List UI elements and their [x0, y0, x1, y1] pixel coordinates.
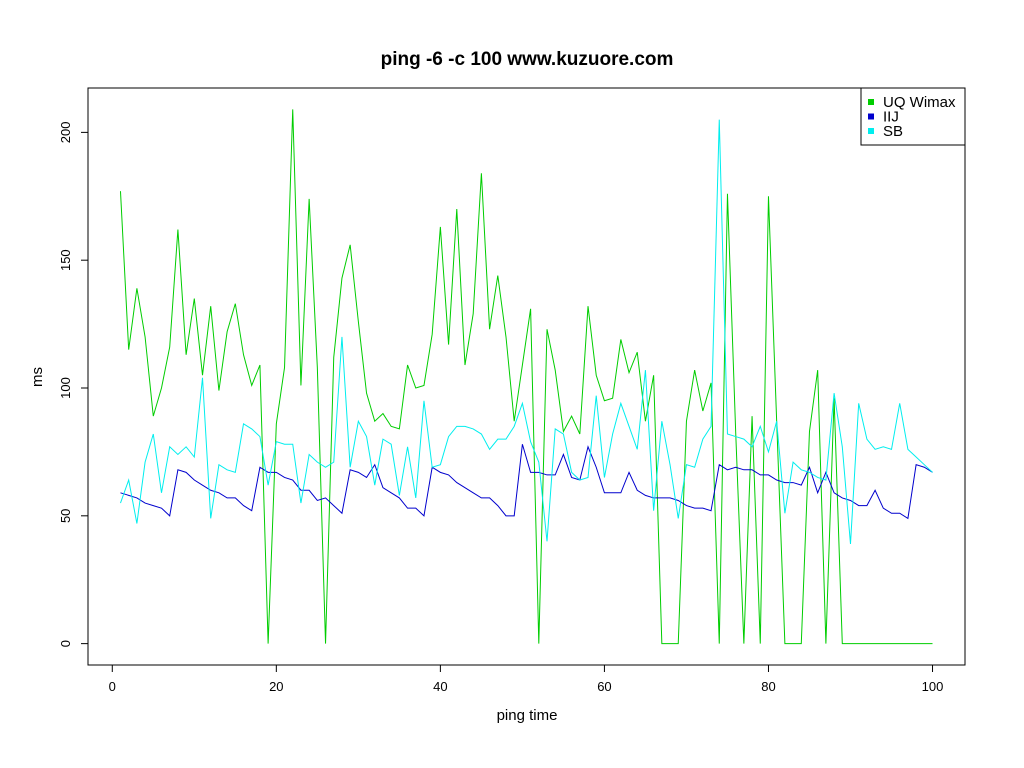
legend-label-2: SB: [883, 123, 903, 140]
plot-frame: [87, 87, 966, 666]
y-tick-label: 200: [58, 122, 73, 144]
x-axis: 0 20 40 60 80 100: [109, 664, 944, 694]
legend-swatch-0: [868, 99, 874, 105]
x-tick-label: 40: [433, 679, 447, 694]
x-tick-label: 20: [269, 679, 283, 694]
series-layer: [119, 109, 933, 645]
legend-box: [860, 87, 966, 146]
legend-label-0: UQ Wimax: [883, 94, 956, 111]
y-tick-label: 50: [58, 509, 73, 523]
y-tick-label: 100: [58, 377, 73, 399]
series-line-2: [120, 119, 933, 544]
series-line-1: [120, 444, 933, 520]
x-axis-label: ping time: [497, 707, 558, 724]
x-tick-label: 80: [761, 679, 775, 694]
legend-label-1: IIJ: [883, 109, 899, 126]
y-tick-label: 0: [58, 640, 73, 647]
x-tick-label: 100: [922, 679, 944, 694]
x-tick-label: 60: [597, 679, 611, 694]
legend-swatch-1: [868, 113, 874, 120]
series-line-0: [119, 109, 933, 645]
legend-swatch-2: [868, 128, 874, 134]
chart-title: ping -6 -c 100 www.kuzuore.com: [381, 49, 674, 70]
y-axis-label: ms: [29, 367, 46, 387]
y-axis: 0 50 100 150 200: [58, 122, 89, 647]
y-tick-label: 150: [58, 249, 73, 271]
x-tick-label: 0: [109, 679, 116, 694]
